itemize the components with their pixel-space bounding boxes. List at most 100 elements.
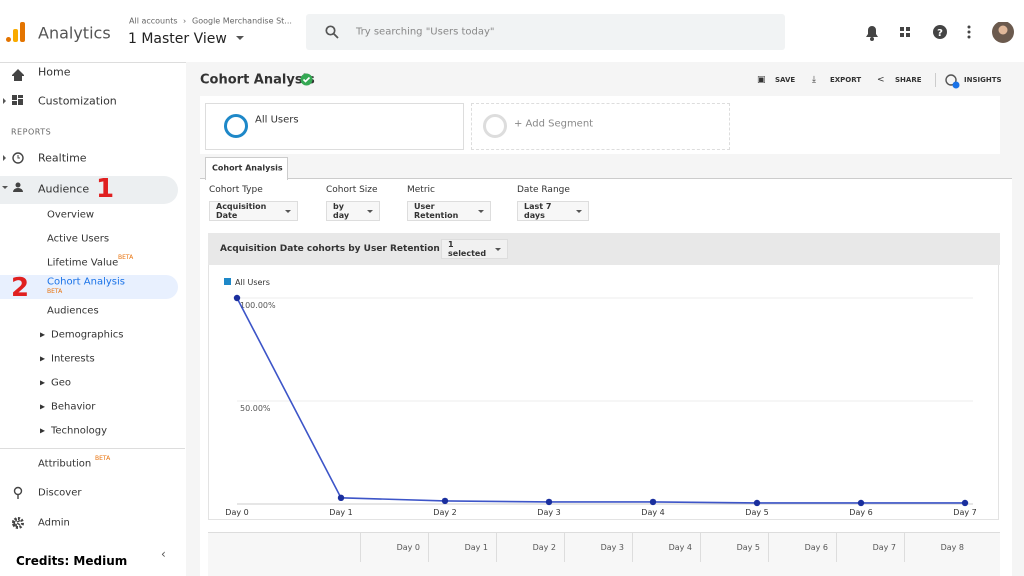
- chevron: ›: [183, 16, 187, 26]
- expander: ▸: [40, 377, 46, 389]
- chart-frame: [208, 265, 999, 520]
- action[interactable]: SHARE: [895, 76, 922, 84]
- add-segment[interactable]: [471, 103, 730, 150]
- search-box[interactable]: [306, 14, 785, 50]
- section-label: REPORTS: [11, 127, 52, 137]
- divider: [935, 73, 936, 87]
- table-header-cell: Day 2: [496, 532, 564, 562]
- point: [753, 499, 761, 507]
- icon: <: [877, 75, 885, 85]
- table-header-cell: Day 5: [700, 532, 768, 562]
- dropdown[interactable]: Last 7 days: [517, 201, 589, 221]
- point: [857, 499, 865, 507]
- segment-ring: [483, 114, 507, 138]
- point: [961, 499, 969, 507]
- divider: [0, 448, 185, 449]
- panel-title: Acquisition Date cohorts by User Retenti…: [220, 244, 440, 254]
- control-label: Date Range: [517, 185, 570, 195]
- nav-item[interactable]: Realtime: [38, 151, 87, 165]
- table-header-cell: Day 8: [904, 532, 972, 562]
- view-selector[interactable]: 1 Master View: [128, 31, 227, 47]
- table-header-cell: Day 7: [836, 532, 904, 562]
- nav-subitem[interactable]: Audiences: [47, 305, 99, 317]
- control-label: Cohort Size: [326, 185, 378, 195]
- nav-subitem[interactable]: Demographics: [51, 329, 124, 341]
- point: [545, 498, 553, 506]
- y-tick-label: 100.00%: [240, 301, 276, 310]
- action[interactable]: EXPORT: [830, 76, 862, 84]
- x-tick-label: Day 0: [225, 508, 248, 517]
- search-icon: [325, 25, 339, 39]
- credits: Credits: Medium: [16, 554, 128, 568]
- add-segment-label: + Add Segment: [514, 118, 594, 130]
- x-tick-label: Day 1: [329, 508, 352, 517]
- active-item: [0, 275, 178, 299]
- nav-item[interactable]: Discover: [38, 487, 82, 499]
- x-tick-label: Day 5: [745, 508, 768, 517]
- icon: ⤓: [812, 75, 816, 85]
- svg-text:?: ?: [937, 28, 943, 39]
- tab[interactable]: [205, 157, 288, 180]
- point: [233, 294, 241, 302]
- point: [441, 497, 449, 505]
- point: [337, 494, 345, 502]
- x-tick-label: Day 7: [953, 508, 976, 517]
- segment[interactable]: [205, 103, 464, 150]
- expander: ▸: [40, 353, 46, 365]
- table-header-cell: Day 6: [768, 532, 836, 562]
- nav-subitem[interactable]: Geo: [51, 377, 72, 389]
- breadcrumb[interactable]: Google Merchandise St...: [192, 16, 292, 26]
- active-section: [0, 176, 178, 204]
- nav-item[interactable]: Attribution: [38, 458, 92, 470]
- top-icons[interactable]: ?: [862, 22, 1022, 44]
- nav-subitem[interactable]: Overview: [47, 209, 95, 221]
- action[interactable]: SAVE: [775, 76, 796, 84]
- x-tick-label: Day 3: [537, 508, 560, 517]
- verified: [300, 73, 313, 86]
- table-header-cell: Day 1: [428, 532, 496, 562]
- dropdown[interactable]: User Retention: [407, 201, 491, 221]
- breadcrumb[interactable]: All accounts: [129, 16, 178, 26]
- nav-item[interactable]: Home: [38, 65, 71, 79]
- icon: ▣: [757, 75, 766, 85]
- nav-item[interactable]: Audience: [38, 182, 90, 196]
- x-tick-label: Day 2: [433, 508, 456, 517]
- nav-icons: [2, 69, 24, 529]
- caret: [236, 36, 244, 40]
- logo: [6, 22, 25, 42]
- gear: ✲: [11, 516, 22, 530]
- nav-item[interactable]: Admin: [38, 517, 70, 529]
- collapse[interactable]: ‹: [161, 547, 166, 561]
- search-placeholder: Try searching "Users today": [356, 26, 495, 38]
- nav-subitem[interactable]: Technology: [51, 425, 108, 437]
- badge: BETA: [118, 254, 134, 261]
- dropdown[interactable]: Acquisition Date: [209, 201, 298, 221]
- page-title: Cohort Analysis: [200, 72, 315, 88]
- annotation: 2: [11, 273, 30, 303]
- control-label: Cohort Type: [209, 185, 263, 195]
- nav-subitem[interactable]: Behavior: [51, 401, 96, 413]
- x-tick-label: Day 4: [641, 508, 664, 517]
- badge: BETA: [95, 455, 111, 462]
- action[interactable]: INSIGHTS: [964, 76, 1002, 84]
- panel-header: [208, 233, 1000, 265]
- nav-subitem[interactable]: Cohort Analysis: [47, 276, 125, 288]
- nav-subitem[interactable]: Lifetime Value: [47, 257, 119, 269]
- expander: ▸: [40, 329, 46, 341]
- table: [208, 532, 1000, 576]
- table-header-cell: Day 3: [564, 532, 632, 562]
- table-header-cell: Day 0: [360, 532, 428, 562]
- expander: ▸: [40, 401, 46, 413]
- nav-subitem[interactable]: Interests: [51, 353, 95, 365]
- nav-item[interactable]: Customization: [38, 94, 117, 108]
- dropdown[interactable]: 1 selected: [441, 239, 508, 259]
- legend-swatch: [224, 278, 231, 285]
- nav-subitem[interactable]: Active Users: [47, 233, 110, 245]
- segment-ring: [224, 114, 248, 138]
- series-line: [236, 297, 965, 504]
- segment-name: All Users: [255, 114, 299, 126]
- dropdown[interactable]: by day: [326, 201, 380, 221]
- point: [649, 498, 657, 506]
